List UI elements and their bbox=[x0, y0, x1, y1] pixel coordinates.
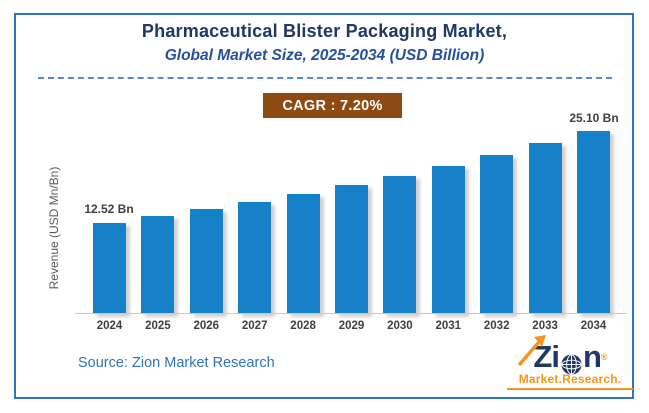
bar-2029 bbox=[335, 184, 368, 314]
x-tick-2027: 2027 bbox=[241, 320, 268, 332]
bar-2025 bbox=[141, 216, 175, 314]
zion-logo-wordmark: Zi n ® bbox=[507, 335, 633, 375]
x-tick-2033: 2033 bbox=[532, 320, 558, 332]
bar-2031 bbox=[431, 165, 465, 314]
logo-tagline: Market.Research. bbox=[507, 372, 633, 390]
cagr-label: CAGR : 7.20% bbox=[282, 97, 383, 114]
logo-text-left: Zi bbox=[533, 338, 560, 374]
x-tick-2026: 2026 bbox=[193, 320, 220, 332]
x-tick-2031: 2031 bbox=[435, 320, 462, 332]
page-title: Pharmaceutical Blister Packaging Market, bbox=[141, 21, 508, 41]
x-tick-2024: 2024 bbox=[96, 320, 123, 332]
source-text: Source: Zion Market Research bbox=[78, 355, 275, 371]
zion-logo: Zi n ® Market.Research. bbox=[507, 335, 633, 390]
dashed-divider bbox=[38, 77, 612, 79]
bar-2027 bbox=[238, 201, 272, 314]
bar-2033 bbox=[528, 143, 562, 314]
x-tick-2034: 2034 bbox=[580, 320, 607, 332]
last-bar-value-label: 25.10 Bn bbox=[569, 111, 619, 125]
x-axis-line bbox=[75, 313, 627, 314]
bar-2024 bbox=[93, 222, 126, 314]
registered-mark: ® bbox=[600, 352, 608, 362]
plot-area bbox=[80, 120, 629, 314]
bar-2034 bbox=[577, 131, 610, 314]
x-tick-2025: 2025 bbox=[145, 320, 171, 332]
bar-2028 bbox=[286, 193, 320, 314]
bar-2030 bbox=[383, 175, 417, 314]
x-tick-2030: 2030 bbox=[387, 320, 413, 332]
bar-2032 bbox=[480, 154, 514, 314]
page-subtitle: Global Market Size, 2025-2034 (USD Billi… bbox=[164, 47, 485, 64]
x-tick-2032: 2032 bbox=[483, 320, 510, 332]
bar-2026 bbox=[189, 209, 223, 314]
cagr-badge: CAGR : 7.20% bbox=[263, 93, 402, 118]
x-tick-2028: 2028 bbox=[290, 320, 316, 332]
x-tick-2029: 2029 bbox=[338, 320, 365, 332]
logo-text-right: n bbox=[582, 338, 602, 374]
first-bar-value-label: 12.52 Bn bbox=[84, 202, 134, 216]
globe-icon bbox=[561, 348, 582, 375]
